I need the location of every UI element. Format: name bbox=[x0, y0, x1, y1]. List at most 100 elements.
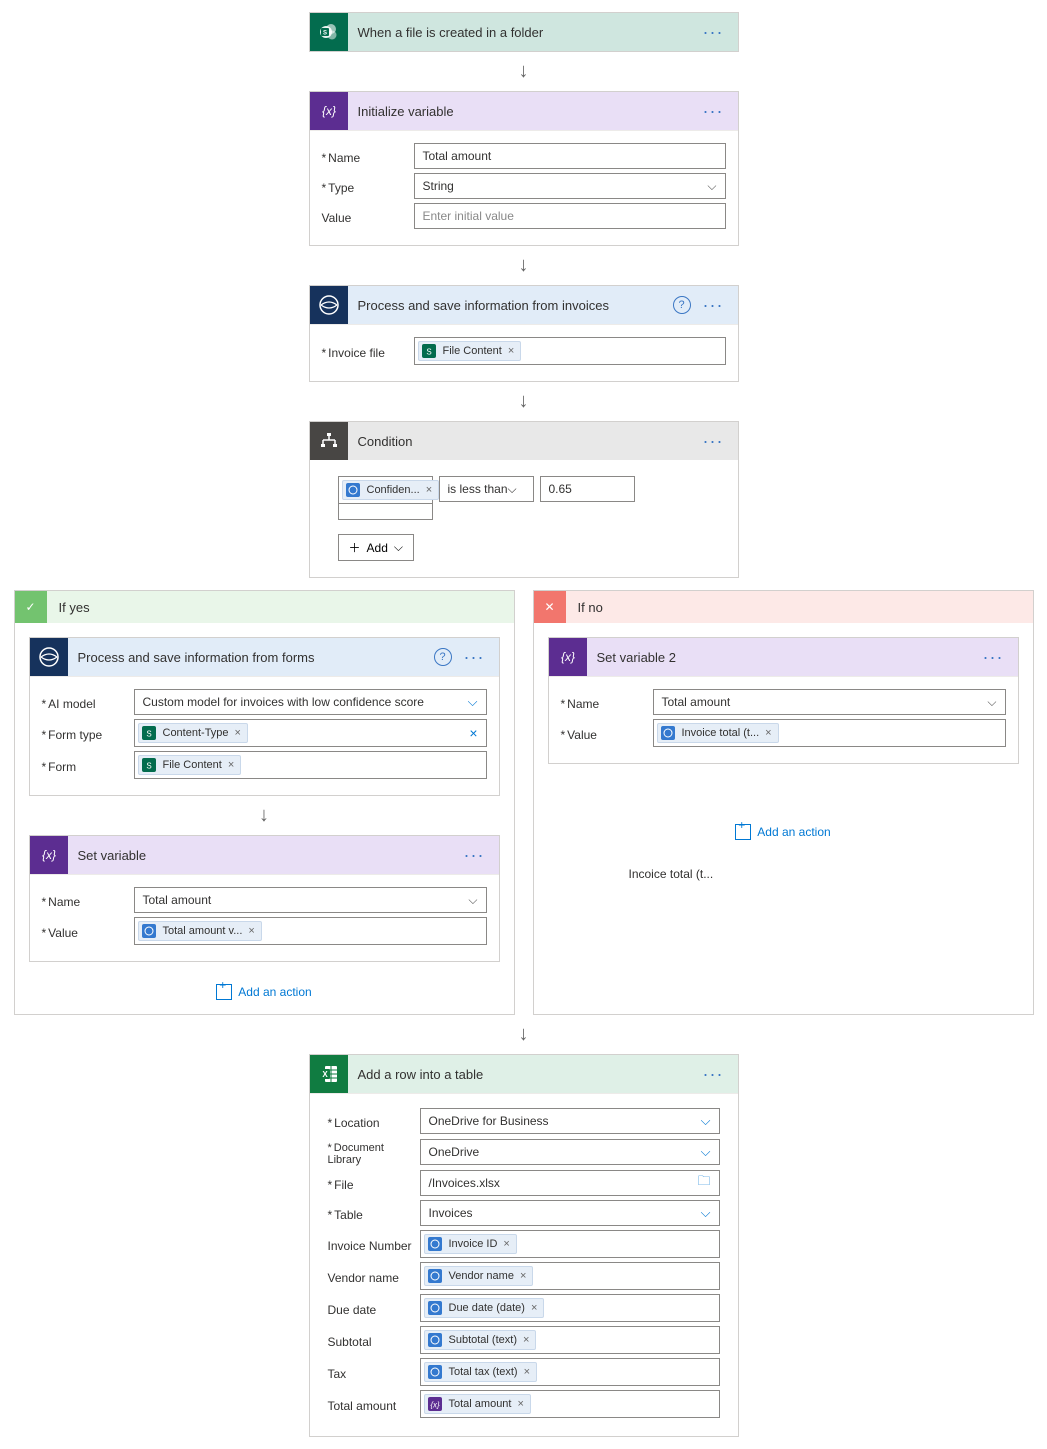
excel-row-label: Tax bbox=[328, 1363, 420, 1381]
excel-row-input[interactable]: Subtotal (text)× bbox=[420, 1326, 720, 1354]
menu-icon[interactable]: ··· bbox=[460, 845, 489, 866]
doclib-select[interactable]: OneDrive⌵ bbox=[420, 1139, 720, 1165]
add-action-link[interactable]: Add an action bbox=[29, 984, 500, 1000]
table-value: Invoices bbox=[429, 1206, 473, 1220]
remove-token-icon[interactable]: × bbox=[228, 759, 234, 771]
condition-value-input[interactable]: 0.65 bbox=[540, 476, 635, 502]
menu-icon[interactable]: ··· bbox=[699, 101, 728, 122]
excel-token[interactable]: Vendor name× bbox=[424, 1266, 534, 1286]
condition-title: Condition bbox=[348, 434, 699, 449]
form-input[interactable]: S File Content × bbox=[134, 751, 487, 779]
excel-token[interactable]: {x} Total amount × bbox=[424, 1394, 531, 1414]
remove-token-icon[interactable]: × bbox=[508, 345, 514, 357]
condition-left-extra[interactable] bbox=[338, 504, 433, 520]
ai-invoices-header[interactable]: Process and save information from invoic… bbox=[310, 286, 738, 324]
ai-token-icon bbox=[658, 723, 678, 743]
type-select[interactable]: String⌵ bbox=[414, 173, 726, 199]
remove-token-icon[interactable]: × bbox=[235, 727, 241, 739]
add-action-label: Add an action bbox=[238, 985, 311, 999]
table-select[interactable]: Invoices⌵ bbox=[420, 1200, 720, 1226]
location-value: OneDrive for Business bbox=[429, 1114, 549, 1128]
floating-tooltip: Incoice total (t... bbox=[629, 867, 714, 881]
menu-icon[interactable]: ··· bbox=[699, 295, 728, 316]
confidence-token[interactable]: Confiden... × bbox=[342, 480, 440, 500]
invoice-file-input[interactable]: S File Content × bbox=[414, 337, 726, 365]
ai-model-select[interactable]: Custom model for invoices with low confi… bbox=[134, 689, 487, 715]
remove-token-icon[interactable]: × bbox=[523, 1334, 529, 1346]
value-label: Value bbox=[322, 207, 414, 225]
form-type-input[interactable]: S Content-Type × × bbox=[134, 719, 487, 747]
name-input[interactable]: Total amount bbox=[414, 143, 726, 169]
add-condition-button[interactable]: ＋Add⌵ bbox=[338, 534, 414, 561]
remove-token-icon[interactable]: × bbox=[248, 925, 254, 937]
token-icon: {x} bbox=[425, 1394, 445, 1414]
menu-icon[interactable]: ··· bbox=[460, 647, 489, 668]
remove-token-icon[interactable]: × bbox=[520, 1270, 526, 1282]
add-action-icon bbox=[216, 984, 232, 1000]
form-label: Form bbox=[42, 756, 134, 774]
value-input[interactable]: Invoice total (t... × bbox=[653, 719, 1006, 747]
condition-operator-select[interactable]: is less than⌵ bbox=[439, 476, 534, 502]
invoice-total-token[interactable]: Invoice total (t... × bbox=[657, 723, 779, 743]
condition-header[interactable]: Condition ··· bbox=[310, 422, 738, 460]
chevron-down-icon: ⌵ bbox=[701, 1144, 711, 1160]
file-content-token[interactable]: S File Content × bbox=[138, 755, 242, 775]
menu-icon[interactable]: ··· bbox=[699, 431, 728, 452]
remove-token-icon[interactable]: × bbox=[517, 1398, 523, 1410]
sharepoint-icon: S bbox=[310, 13, 348, 51]
remove-token-icon[interactable]: × bbox=[524, 1366, 530, 1378]
name-select[interactable]: Total amount⌵ bbox=[134, 887, 487, 913]
content-type-token[interactable]: S Content-Type × bbox=[138, 723, 248, 743]
clear-icon[interactable]: × bbox=[469, 725, 477, 741]
excel-token[interactable]: Invoice ID× bbox=[424, 1234, 517, 1254]
file-content-token[interactable]: S File Content × bbox=[418, 341, 522, 361]
variable-icon: {x} bbox=[30, 836, 68, 874]
excel-token[interactable]: Total tax (text)× bbox=[424, 1362, 538, 1382]
total-amount-token[interactable]: Total amount v... × bbox=[138, 921, 262, 941]
condition-left-input[interactable]: Confiden... × bbox=[338, 476, 433, 504]
excel-row-input[interactable]: Due date (date)× bbox=[420, 1294, 720, 1322]
set-var-header[interactable]: {x} Set variable ··· bbox=[30, 836, 499, 874]
token-label: Total amount bbox=[449, 1398, 512, 1410]
help-icon[interactable]: ? bbox=[673, 296, 691, 314]
remove-token-icon[interactable]: × bbox=[426, 484, 432, 496]
folder-icon[interactable]: 🗀 bbox=[697, 1172, 710, 1194]
remove-token-icon[interactable]: × bbox=[503, 1238, 509, 1250]
excel-row-input[interactable]: Total tax (text)× bbox=[420, 1358, 720, 1386]
add-action-link[interactable]: Add an action bbox=[548, 824, 1019, 840]
set-var-card: {x} Set variable ··· Name Total amount⌵ … bbox=[29, 835, 500, 962]
file-picker[interactable]: /Invoices.xlsx🗀 bbox=[420, 1170, 720, 1196]
ai-forms-header[interactable]: Process and save information from forms … bbox=[30, 638, 499, 676]
menu-icon[interactable]: ··· bbox=[979, 647, 1008, 668]
if-yes-label: If yes bbox=[47, 600, 90, 615]
help-icon[interactable]: ? bbox=[434, 648, 452, 666]
location-select[interactable]: OneDrive for Business⌵ bbox=[420, 1108, 720, 1134]
svg-text:X: X bbox=[322, 1070, 328, 1079]
value-input[interactable]: Enter initial value bbox=[414, 203, 726, 229]
set-var2-header[interactable]: {x} Set variable 2 ··· bbox=[549, 638, 1018, 676]
name-select[interactable]: Total amount⌵ bbox=[653, 689, 1006, 715]
init-var-header[interactable]: {x} Initialize variable ··· bbox=[310, 92, 738, 130]
excel-token[interactable]: Subtotal (text)× bbox=[424, 1330, 537, 1350]
remove-token-icon[interactable]: × bbox=[531, 1302, 537, 1314]
set-var2-card: {x} Set variable 2 ··· Name Total amount… bbox=[548, 637, 1019, 764]
excel-row-input[interactable]: Vendor name× bbox=[420, 1262, 720, 1290]
remove-token-icon[interactable]: × bbox=[765, 727, 771, 739]
token-label: Confiden... bbox=[367, 484, 420, 496]
token-label: Content-Type bbox=[163, 727, 229, 739]
arrow-icon: ↓ bbox=[514, 60, 534, 83]
svg-text:S: S bbox=[426, 348, 431, 357]
excel-token[interactable]: Due date (date)× bbox=[424, 1298, 545, 1318]
sharepoint-token-icon: S bbox=[139, 755, 159, 775]
menu-icon[interactable]: ··· bbox=[699, 1064, 728, 1085]
menu-icon[interactable]: ··· bbox=[699, 22, 728, 43]
init-var-card: {x} Initialize variable ··· Name Total a… bbox=[309, 91, 739, 246]
value-input[interactable]: Total amount v... × bbox=[134, 917, 487, 945]
excel-row-input[interactable]: {x} Total amount × bbox=[420, 1390, 720, 1418]
excel-header[interactable]: X Add a row into a table ··· bbox=[310, 1055, 738, 1093]
chevron-down-icon: ⌵ bbox=[394, 540, 403, 555]
excel-row-input[interactable]: Invoice ID× bbox=[420, 1230, 720, 1258]
trigger-card[interactable]: S When a file is created in a folder ··· bbox=[309, 12, 739, 52]
ai-token-icon bbox=[139, 921, 159, 941]
excel-row-label: Total amount bbox=[328, 1395, 420, 1413]
